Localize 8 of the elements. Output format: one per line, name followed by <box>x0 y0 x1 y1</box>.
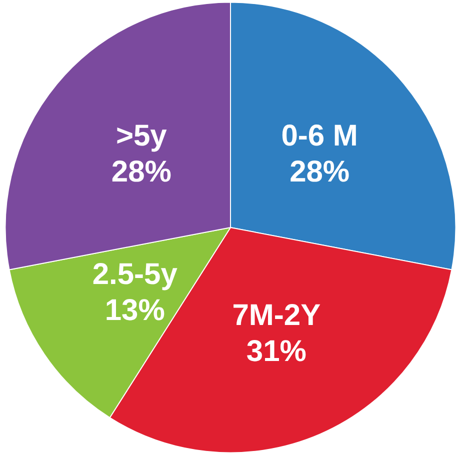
slice-label: 2.5-5y <box>92 258 178 291</box>
data-label: 13% <box>104 294 165 327</box>
slice-label: 0-6 M <box>281 119 358 152</box>
data-label: 28% <box>290 155 350 188</box>
data-label: 28% <box>111 155 172 188</box>
data-label: 31% <box>246 335 306 368</box>
slice-label: >5y <box>116 119 168 152</box>
slice-label: 7M-2Y <box>232 299 321 332</box>
